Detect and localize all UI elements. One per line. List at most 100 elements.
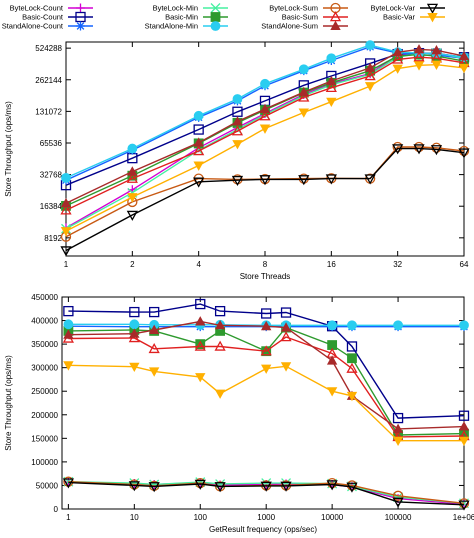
point-basic-var	[364, 82, 376, 92]
legend-marker-standalone-count	[76, 21, 85, 31]
point-bytelock-min	[149, 479, 160, 490]
legend-label-standalone-count: StandAlone-Count	[2, 22, 64, 31]
point-basic-count	[193, 124, 204, 135]
point-basic-sum	[194, 340, 206, 351]
point-basic-count	[129, 306, 140, 318]
point-bytelock-sum	[431, 142, 442, 153]
point-standalone-sum	[326, 355, 338, 365]
series-standalone-sum	[60, 44, 470, 208]
series-line-bytelock-var	[68, 481, 465, 506]
point-standalone-sum	[129, 328, 140, 338]
y-axis-title: Store Throughput (ops/ms)	[4, 101, 13, 197]
point-bytelock-var	[326, 480, 338, 491]
point-bytelock-var	[62, 478, 74, 489]
y-tick-label: 262144	[35, 76, 62, 85]
point-standalone-sum	[63, 329, 74, 339]
point-bytelock-var	[126, 210, 138, 221]
point-bytelock-var	[194, 479, 206, 490]
point-basic-var	[326, 387, 338, 397]
legend-label-basic-var: Basic-Var	[383, 13, 415, 22]
x-tick-label: 1	[66, 513, 71, 522]
point-basic-count	[149, 306, 160, 318]
point-standalone-min	[298, 64, 309, 75]
x-axis-title: Store Threads	[240, 272, 291, 281]
point-basic-count	[195, 298, 206, 310]
point-basic-var	[63, 361, 74, 371]
point-bytelock-var	[148, 482, 160, 493]
point-basic-count	[280, 307, 292, 318]
point-basic-var	[60, 227, 72, 237]
point-bytelock-var	[458, 500, 470, 511]
point-bytelock-var	[346, 482, 358, 493]
plot-area	[62, 298, 470, 511]
legend-label-basic-min: Basic-Min	[165, 13, 198, 22]
x-tick-label: 10	[130, 513, 139, 522]
point-standalone-min	[459, 320, 469, 331]
point-standalone-min	[127, 143, 138, 154]
point-bytelock-var	[259, 175, 271, 186]
x-tick-label: 2	[130, 260, 135, 269]
point-standalone-sum	[431, 44, 442, 55]
plot-area	[60, 40, 470, 257]
series-basic-count	[63, 298, 470, 424]
point-bytelock-var	[193, 177, 205, 188]
y-tick-label: 524288	[35, 44, 62, 53]
point-standalone-min	[63, 319, 74, 330]
point-bytelock-var	[392, 497, 404, 508]
point-basic-var	[413, 61, 425, 71]
point-standalone-sum	[261, 320, 272, 331]
point-standalone-min	[327, 320, 338, 331]
point-basic-var	[431, 60, 442, 70]
series-basic-var	[60, 60, 470, 237]
point-basic-var	[392, 64, 403, 74]
legend-marker-standalone-min	[210, 21, 221, 31]
point-standalone-min	[393, 320, 403, 331]
point-basic-count	[392, 412, 404, 424]
point-standalone-sum	[326, 75, 337, 86]
point-bytelock-var	[298, 175, 310, 186]
legend-marker-bytelock-var	[426, 3, 439, 14]
point-basic-var	[458, 436, 470, 447]
point-bytelock-var	[430, 145, 443, 156]
legend-label-bytelock-min: ByteLock-Min	[153, 4, 198, 13]
x-tick-label: 16	[327, 260, 336, 269]
x-tick-label: 1000	[257, 513, 275, 522]
point-standalone-sum	[195, 316, 206, 326]
point-standalone-sum	[458, 50, 470, 61]
point-basic-var	[214, 389, 226, 399]
point-basic-var	[392, 436, 404, 447]
series-bytelock-var	[62, 478, 470, 511]
series-line-basic-sum	[68, 336, 465, 438]
series-line-bytelock-var	[65, 147, 465, 252]
y-tick-label: 65536	[40, 139, 63, 148]
series-line-basic-min	[68, 326, 465, 436]
y-tick-label: 450000	[31, 293, 58, 302]
point-standalone-min	[193, 110, 204, 121]
point-basic-count	[458, 410, 470, 421]
point-basic-var	[232, 140, 243, 150]
point-basic-sum	[193, 145, 205, 156]
y-tick-label: 150000	[31, 434, 58, 443]
point-basic-var	[195, 373, 206, 383]
point-basic-var	[259, 124, 271, 134]
point-basic-sum	[260, 345, 272, 356]
y-tick-label: 16384	[40, 202, 63, 211]
point-standalone-min	[365, 40, 376, 51]
legend-marker-standalone-sum	[330, 20, 341, 30]
point-basic-sum	[280, 331, 292, 342]
point-standalone-sum	[298, 86, 309, 97]
legend-marker-bytelock-count	[76, 3, 85, 13]
series-line-basic-var	[68, 364, 464, 442]
y-tick-label: 300000	[31, 364, 58, 373]
y-tick-label: 50000	[36, 481, 59, 490]
legend-label-bytelock-sum: ByteLock-Sum	[269, 4, 318, 13]
point-standalone-sum	[392, 423, 404, 433]
x-tick-label: 100000	[385, 513, 412, 522]
point-basic-var	[148, 367, 160, 377]
point-basic-sum	[214, 340, 226, 351]
point-standalone-min	[260, 78, 270, 89]
y-tick-label: 8192	[44, 234, 62, 243]
point-basic-sum	[60, 204, 72, 215]
series-bytelock-min	[61, 48, 469, 234]
point-standalone-sum	[280, 322, 292, 332]
